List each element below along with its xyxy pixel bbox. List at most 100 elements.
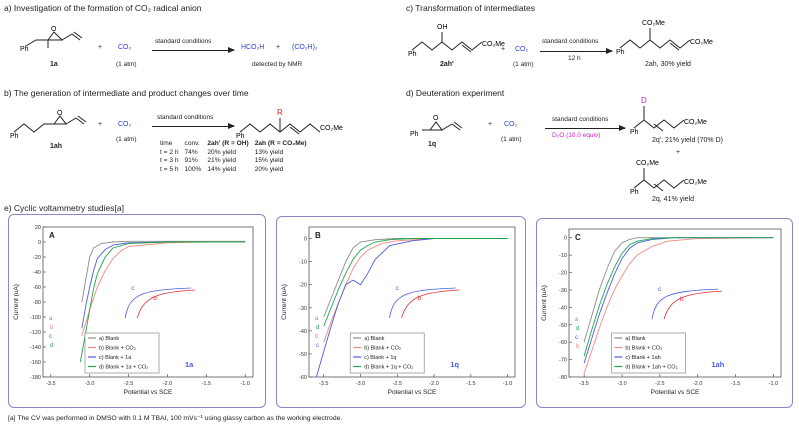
svg-text:Ph: Ph — [20, 46, 29, 53]
y-tick-label: -20 — [559, 271, 567, 277]
y-tick-label: -20 — [299, 283, 307, 289]
inset-curve-c — [389, 287, 456, 319]
y-tick-label: -40 — [559, 305, 567, 311]
x-tick-label: -1.0 — [240, 381, 249, 387]
compound-label: 1a — [185, 360, 194, 369]
y-tick-label: -30 — [559, 288, 567, 294]
series-line — [315, 238, 508, 378]
y-tick-label: -100 — [30, 315, 41, 321]
svg-text:Ph: Ph — [616, 49, 625, 56]
y-tick-label: -50 — [559, 323, 567, 329]
curve-label: d — [316, 325, 319, 331]
table-cell: 100% — [184, 165, 202, 173]
table-header-row: time conv. 2ah' (R = OH) 2ah (R = CO₂Me) — [160, 140, 313, 149]
x-tick-label: -3.5 — [579, 381, 588, 387]
curve-label: c — [575, 335, 578, 341]
curve-label: c — [316, 343, 319, 349]
legend-entry: b) Blank + CO₂ — [625, 346, 662, 352]
plot-frame — [308, 226, 516, 378]
curve-label: c — [49, 334, 52, 340]
co2-reagent: CO₂ — [118, 121, 132, 128]
y-tick-label: -10 — [299, 260, 307, 266]
curve-label: b — [315, 334, 319, 340]
co2-pressure: (1 atm) — [116, 61, 137, 68]
y-tick-label: 0 — [304, 237, 307, 243]
panel-letter: C — [575, 233, 581, 242]
plus-sign: + — [501, 46, 506, 53]
curve-label: b — [576, 344, 580, 350]
co2-reagent: CO₂ — [515, 46, 529, 53]
table-cell: t = 2 h — [160, 148, 179, 156]
plus-sign: + — [488, 121, 493, 128]
reaction-arrow — [540, 48, 613, 54]
x-tick-label: -1.0 — [503, 381, 512, 387]
curve-label: b — [50, 325, 54, 331]
svg-text:R: R — [277, 108, 283, 117]
legend-entry: d) Blank + 1ah + CO₂ — [625, 365, 677, 371]
compound-label: 1q — [450, 360, 459, 369]
legend-entry: a) Blank — [625, 336, 645, 342]
svg-text:Ph: Ph — [630, 129, 639, 136]
x-tick-label: -3.0 — [356, 381, 365, 387]
co2-pressure: (1 atm) — [116, 136, 137, 143]
y-tick-label: -80 — [33, 300, 41, 306]
epoxide-1q-structure: O Ph — [410, 115, 463, 138]
table-row: t = 5 h 100% 14% yield 20% yield — [160, 166, 313, 175]
y-tick-label: -40 — [299, 329, 307, 335]
product-2ah-structure: CO₂Me Ph CO₂Me — [616, 20, 713, 56]
y-axis-label: Current (uA) — [13, 284, 20, 320]
footnote: [a] The CV was performed in DMSO with 0.… — [8, 415, 343, 422]
time-course-table: time conv. 2ah' (R = OH) 2ah (R = CO₂Me)… — [160, 140, 313, 174]
legend-entry: d) Blank + 1q + CO₂ — [364, 365, 413, 371]
svg-text:CO₂Me: CO₂Me — [320, 125, 343, 132]
inset-curve-b — [136, 289, 196, 319]
plus-sign: + — [98, 44, 103, 51]
co2-pressure: (1 atm) — [513, 61, 534, 68]
plot-frame — [568, 228, 782, 378]
reaction-arrow — [545, 125, 626, 131]
table-cell: 20% yield — [207, 148, 236, 156]
formic-acid-product: HCO₂H — [241, 44, 265, 51]
panel-letter: B — [315, 231, 321, 240]
x-tick-label: -2.5 — [655, 381, 664, 387]
product-2q-prime-structure: D Ph CO₂Me — [630, 96, 707, 136]
svg-text:Ph: Ph — [10, 133, 19, 140]
y-tick-label: 20 — [35, 225, 41, 231]
product-2q-yield: 2q, 41% yield — [652, 196, 695, 203]
svg-text:Ph: Ph — [408, 51, 417, 58]
y-axis-label: Current (uA) — [541, 285, 548, 321]
series-line — [79, 241, 246, 363]
legend-box — [611, 332, 686, 374]
compound-2ah-prime-label: 2ah' — [440, 61, 454, 68]
table-row: t = 2 h 74% 20% yield 13% yield — [160, 149, 313, 158]
compound-1ah-label: 1ah — [50, 143, 63, 150]
legend-entry: b) Blank + CO₂ — [99, 346, 136, 352]
section-e-header: e) Cyclic voltammetry studies[a] — [4, 203, 124, 213]
reaction-arrow — [152, 47, 235, 53]
table-cell: t = 3 h — [160, 157, 179, 164]
reaction-time: 12 h — [568, 55, 581, 62]
x-tick-label: -2.0 — [163, 381, 172, 387]
x-tick-label: -1.0 — [769, 381, 778, 387]
svg-text:O: O — [433, 115, 439, 122]
legend-entry: c) Blank + 1q — [364, 355, 396, 361]
legend-entry: a) Blank — [364, 336, 384, 342]
x-tick-label: -2.0 — [693, 381, 702, 387]
svg-text:CO₂Me: CO₂Me — [636, 160, 659, 167]
legend-entry: b) Blank + CO₂ — [364, 346, 401, 352]
svg-text:Ph: Ph — [630, 189, 639, 196]
inset-curve-c — [124, 287, 192, 319]
y-tick-label: -160 — [30, 360, 41, 366]
x-tick-label: -2.5 — [124, 381, 133, 387]
compound-label: 1ah — [711, 360, 724, 369]
legend-entry: c) Blank + 1ah — [625, 355, 660, 361]
x-tick-label: -1.5 — [731, 381, 740, 387]
inset-curve-label: b — [418, 295, 422, 302]
svg-text:CO₂Me: CO₂Me — [684, 119, 707, 126]
curve-label: a — [49, 316, 53, 322]
series-line — [583, 237, 774, 357]
curve-label: d — [576, 326, 579, 332]
plus-sign: + — [276, 44, 281, 51]
table-cell: 14% yield — [207, 165, 236, 173]
x-axis-label: Potential vs SCE — [651, 389, 700, 396]
